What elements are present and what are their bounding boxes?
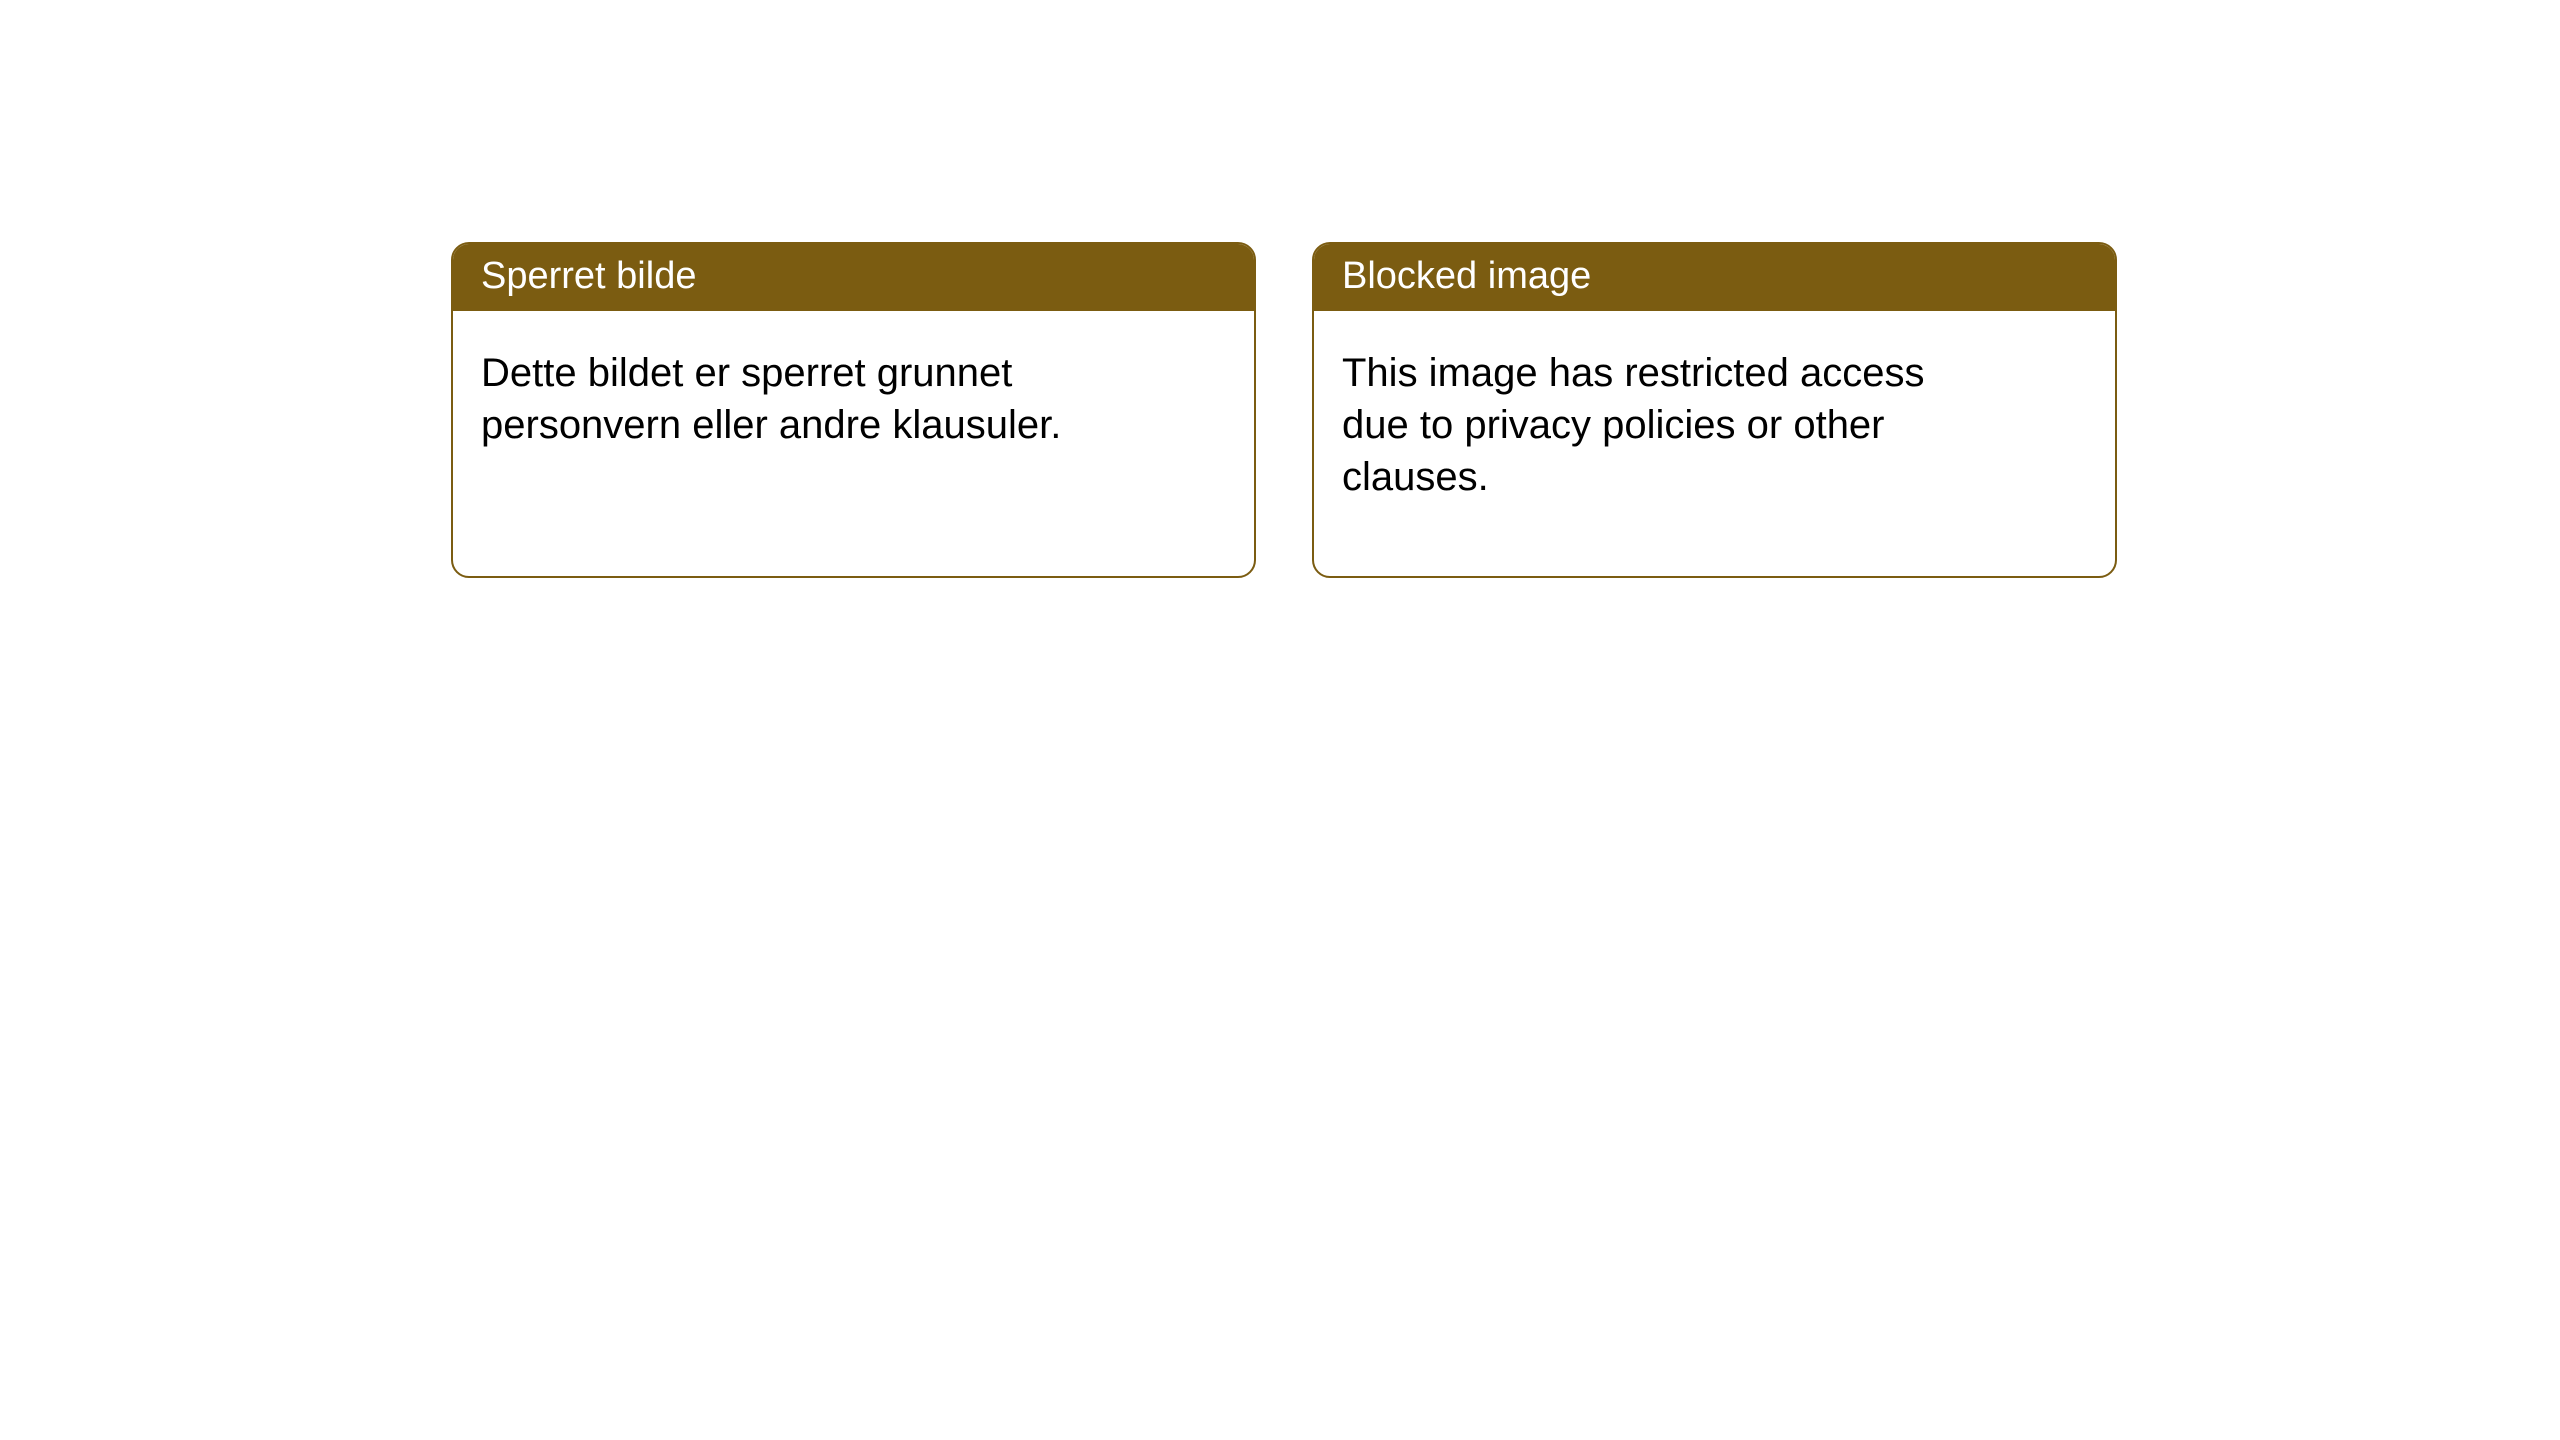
notice-container: Sperret bilde Dette bildet er sperret gr… — [0, 0, 2560, 578]
notice-title: Blocked image — [1342, 255, 1591, 297]
notice-text: Dette bildet er sperret grunnet personve… — [481, 351, 1061, 447]
notice-card-english: Blocked image This image has restricted … — [1312, 242, 2117, 578]
notice-text: This image has restricted access due to … — [1342, 351, 1924, 499]
notice-title: Sperret bilde — [481, 255, 696, 297]
notice-card-norwegian: Sperret bilde Dette bildet er sperret gr… — [451, 242, 1256, 578]
notice-header: Blocked image — [1314, 244, 2115, 311]
notice-header: Sperret bilde — [453, 244, 1254, 311]
notice-body: This image has restricted access due to … — [1314, 311, 2014, 539]
notice-body: Dette bildet er sperret grunnet personve… — [453, 311, 1153, 487]
